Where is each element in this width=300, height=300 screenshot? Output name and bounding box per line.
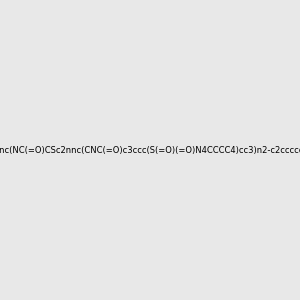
Text: Cc1nnc(NC(=O)CSc2nnc(CNC(=O)c3ccc(S(=O)(=O)N4CCCC4)cc3)n2-c2ccccc2)s1: Cc1nnc(NC(=O)CSc2nnc(CNC(=O)c3ccc(S(=O)(… [0,146,300,154]
